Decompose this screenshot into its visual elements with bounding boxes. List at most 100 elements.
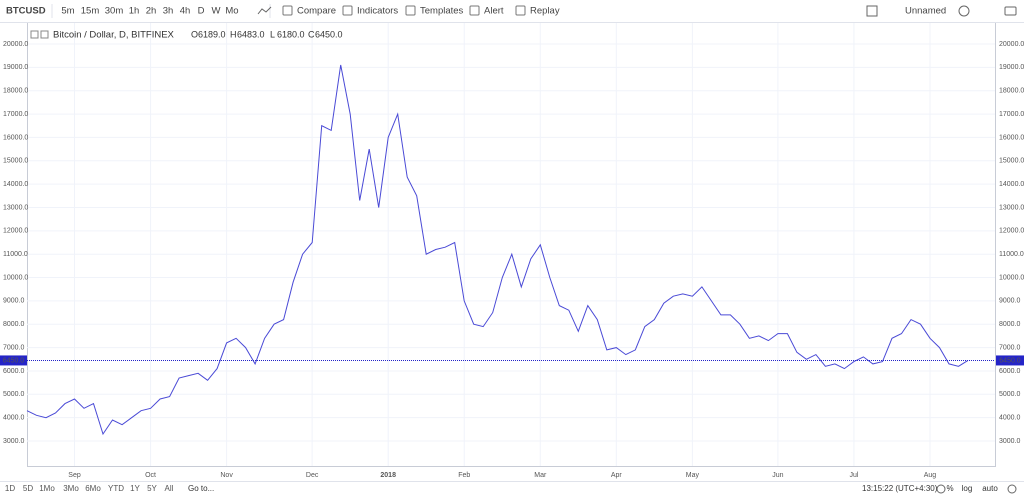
y-tick-label: 8000.0 <box>3 321 25 328</box>
interval-button[interactable]: 1h <box>129 6 140 17</box>
range-button[interactable]: 1Y <box>130 484 140 493</box>
x-tick-label: Oct <box>145 472 156 479</box>
legend-icon <box>40 30 49 39</box>
y-tick-label: 6000.0 <box>999 368 1021 375</box>
x-tick-label: Apr <box>611 472 623 479</box>
axis-option[interactable]: log <box>962 484 973 493</box>
y-tick-label: 14000.0 <box>3 181 28 188</box>
y-tick-label: 7000.0 <box>3 344 25 351</box>
y-tick-label: 3000.0 <box>999 438 1021 445</box>
layout-name[interactable]: Unnamed <box>905 6 946 17</box>
interval-button[interactable]: D <box>198 6 205 17</box>
camera-icon[interactable] <box>1004 6 1017 16</box>
y-tick-label: 14000.0 <box>999 181 1024 188</box>
interval-button[interactable]: W <box>212 6 221 17</box>
y-tick-label: 13000.0 <box>999 204 1024 211</box>
y-tick-label: 18000.0 <box>3 88 28 95</box>
range-button[interactable]: 5Y <box>147 484 157 493</box>
goto-button[interactable]: Go to... <box>188 484 214 493</box>
ohlc-value: 6483.0 <box>237 29 265 39</box>
legend-icon <box>30 30 39 39</box>
last-price-tag <box>996 355 1024 366</box>
y-tick-label: 13000.0 <box>3 204 28 211</box>
y-tick-label: 11000.0 <box>3 251 28 258</box>
x-tick-label: Jun <box>772 472 783 479</box>
toolbar-button[interactable]: Compare <box>297 6 336 17</box>
y-tick-label: 5000.0 <box>999 391 1021 398</box>
y-tick-label: 11000.0 <box>999 251 1024 258</box>
y-tick-label: 15000.0 <box>3 158 28 165</box>
y-tick-label: 9000.0 <box>999 298 1021 305</box>
range-button[interactable]: 5D <box>23 484 33 493</box>
y-tick-label: 19000.0 <box>999 64 1024 71</box>
ohlc-key: L <box>270 29 275 39</box>
y-tick-label: 3000.0 <box>3 438 25 445</box>
range-button[interactable]: 1Mo <box>39 484 55 493</box>
axis-option[interactable]: % <box>946 484 953 493</box>
y-tick-label: 17000.0 <box>3 111 28 118</box>
x-tick-label: May <box>686 472 700 479</box>
y-tick-label: 12000.0 <box>3 228 28 235</box>
y-tick-label: 16000.0 <box>3 134 28 141</box>
x-tick-label: Sep <box>68 472 81 479</box>
toolbar-button[interactable]: Indicators <box>357 6 398 17</box>
last-price-label: 6450.0 <box>999 357 1021 364</box>
y-tick-label: 6000.0 <box>3 368 25 375</box>
y-tick-label: 10000.0 <box>999 274 1024 281</box>
button-icon <box>342 5 353 16</box>
ohlc-value: 6180.0 <box>277 29 305 39</box>
y-tick-label: 16000.0 <box>999 134 1024 141</box>
interval-button[interactable]: 4h <box>180 6 191 17</box>
settings-icon[interactable] <box>958 5 970 17</box>
y-tick-label: 20000.0 <box>3 41 28 48</box>
y-tick-label: 20000.0 <box>999 41 1024 48</box>
toolbar-button[interactable]: Replay <box>530 6 560 17</box>
range-button[interactable]: YTD <box>108 484 124 493</box>
range-button[interactable]: All <box>165 484 174 493</box>
axis-option[interactable]: auto <box>982 484 998 493</box>
ohlc-key: C <box>308 29 315 39</box>
x-tick-label: Aug <box>924 472 937 479</box>
toolbar-button[interactable]: Templates <box>420 6 464 17</box>
checkbox[interactable] <box>866 5 878 17</box>
legend-title: Bitcoin / Dollar, D, BITFINEX <box>53 30 175 41</box>
symbol[interactable]: BTCUSD <box>6 6 46 17</box>
ohlc-key: O <box>191 29 198 39</box>
last-price-tag <box>0 355 27 366</box>
interval-button[interactable]: 15m <box>81 6 100 17</box>
y-tick-label: 4000.0 <box>3 415 25 422</box>
y-tick-label: 10000.0 <box>3 274 28 281</box>
ohlc-key: H <box>230 29 237 39</box>
y-tick-label: 17000.0 <box>999 111 1024 118</box>
y-tick-label: 18000.0 <box>999 88 1024 95</box>
button-icon <box>515 5 526 16</box>
x-tick-label: 2018 <box>380 472 396 479</box>
tz-settings-icon[interactable] <box>936 484 946 494</box>
interval-button[interactable]: 30m <box>105 6 124 17</box>
x-tick-label: Jul <box>849 472 858 479</box>
range-button[interactable]: 3Mo <box>63 484 79 493</box>
x-tick-label: Nov <box>220 472 233 479</box>
interval-button[interactable]: 2h <box>146 6 157 17</box>
x-tick-label: Dec <box>306 472 319 479</box>
range-button[interactable]: 1D <box>5 484 15 493</box>
y-tick-label: 4000.0 <box>999 415 1021 422</box>
ohlc-value: 6450.0 <box>315 29 343 39</box>
button-icon <box>405 5 416 16</box>
range-button[interactable]: 6Mo <box>85 484 101 493</box>
x-tick-label: Mar <box>534 472 547 479</box>
interval-button[interactable]: 3h <box>163 6 174 17</box>
y-tick-label: 9000.0 <box>3 298 25 305</box>
chart-type-icon[interactable] <box>257 6 272 15</box>
y-tick-label: 12000.0 <box>999 228 1024 235</box>
price-line <box>26 64 969 436</box>
clock: 13:15:22 (UTC+4:30) <box>862 484 938 493</box>
toolbar-button[interactable]: Alert <box>484 6 504 17</box>
button-icon <box>469 5 480 16</box>
button-icon <box>282 5 293 16</box>
axis-settings-icon[interactable] <box>1007 484 1017 494</box>
interval-button[interactable]: 5m <box>61 6 74 17</box>
interval-button[interactable]: Mo <box>225 6 238 17</box>
